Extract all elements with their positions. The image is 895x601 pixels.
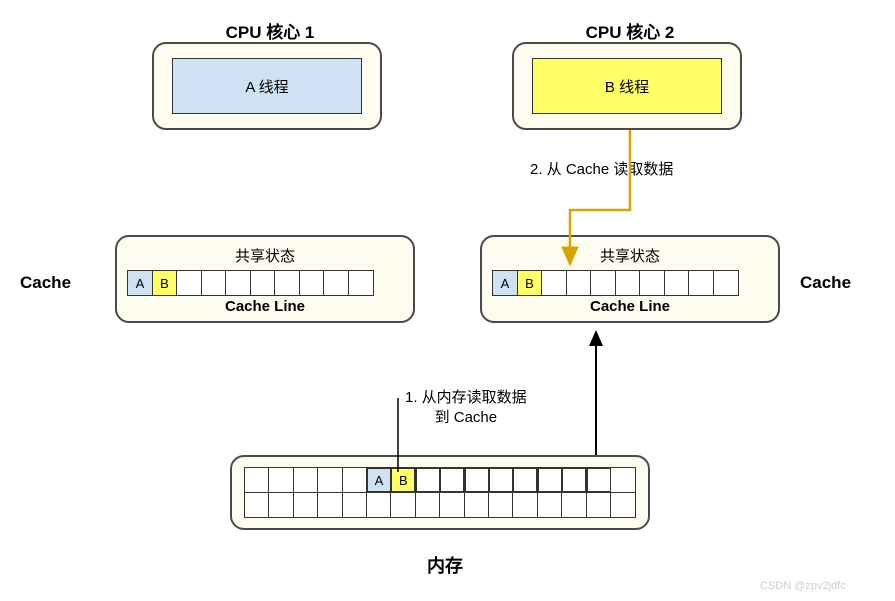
- cache-right-box: 共享状态 AB Cache Line: [480, 235, 780, 323]
- memory-cell: [244, 467, 270, 493]
- cache-right-state: 共享状态: [492, 245, 768, 266]
- cache-cell: B: [152, 270, 178, 296]
- watermark: CSDN @zpv2jdfc: [760, 580, 846, 592]
- cache-label-right: Cache: [800, 273, 851, 293]
- thread-b-box: B 线程: [532, 58, 722, 114]
- memory-cell: [488, 467, 514, 493]
- memory-label: 内存: [395, 552, 495, 578]
- memory-row-2: [244, 492, 636, 518]
- step1-line2: 到 Cache: [435, 409, 498, 426]
- cache-right-line-label: Cache Line: [492, 298, 768, 315]
- cache-left-box: 共享状态 AB Cache Line: [115, 235, 415, 323]
- step2-text: 2. 从 Cache 读取数据: [530, 160, 673, 180]
- memory-cell: [537, 467, 563, 493]
- memory-cell: [293, 492, 319, 518]
- memory-cell: [439, 492, 465, 518]
- memory-cell: [610, 492, 636, 518]
- memory-cell: [342, 467, 368, 493]
- memory-cell: [366, 492, 392, 518]
- memory-cell: [488, 492, 514, 518]
- memory-cell: [268, 467, 294, 493]
- cache-cell: [176, 270, 202, 296]
- memory-cell: [244, 492, 270, 518]
- cache-cell: [590, 270, 616, 296]
- cache-cell: [566, 270, 592, 296]
- cache-left-line-label: Cache Line: [127, 298, 403, 315]
- memory-cell: [464, 492, 490, 518]
- step1-text: 1. 从内存读取数据 到 Cache: [405, 388, 527, 429]
- memory-cell: [415, 467, 441, 493]
- cache-cell: [541, 270, 567, 296]
- memory-cell: [512, 492, 538, 518]
- cpu1-box: A 线程: [152, 42, 382, 130]
- memory-cell: [342, 492, 368, 518]
- cache-cell: A: [492, 270, 518, 296]
- cache-cell: [664, 270, 690, 296]
- cache-cell: [274, 270, 300, 296]
- memory-cell: [293, 467, 319, 493]
- thread-b-label: B 线程: [605, 76, 649, 97]
- cache-cell: [713, 270, 739, 296]
- memory-cell: [317, 467, 343, 493]
- cpu2-title: CPU 核心 2: [540, 18, 720, 43]
- memory-row-1: AB: [244, 467, 636, 493]
- cache-cell: [299, 270, 325, 296]
- cache-left-state: 共享状态: [127, 245, 403, 266]
- cache-cell: [688, 270, 714, 296]
- memory-cell: [512, 467, 538, 493]
- cache-cell: [348, 270, 374, 296]
- memory-cell: [439, 467, 465, 493]
- cache-cell: [615, 270, 641, 296]
- memory-cell: A: [366, 467, 392, 493]
- memory-cell: [268, 492, 294, 518]
- cache-cell: [323, 270, 349, 296]
- memory-cell: [390, 492, 416, 518]
- cache-cell: [225, 270, 251, 296]
- cache-cell: [639, 270, 665, 296]
- memory-cell: [561, 467, 587, 493]
- memory-cell: [537, 492, 563, 518]
- memory-cell: [317, 492, 343, 518]
- memory-cell: [586, 467, 612, 493]
- memory-cell: [610, 467, 636, 493]
- thread-a-box: A 线程: [172, 58, 362, 114]
- memory-cell: [415, 492, 441, 518]
- cache-right-cells: AB: [492, 270, 768, 296]
- memory-cell: [464, 467, 490, 493]
- cache-cell: A: [127, 270, 153, 296]
- memory-cell: B: [390, 467, 416, 493]
- thread-a-label: A 线程: [245, 76, 288, 97]
- memory-cell: [586, 492, 612, 518]
- cache-cell: [201, 270, 227, 296]
- cpu1-title: CPU 核心 1: [180, 18, 360, 43]
- cpu2-box: B 线程: [512, 42, 742, 130]
- memory-cell: [561, 492, 587, 518]
- cache-cell: [250, 270, 276, 296]
- step1-line1: 1. 从内存读取数据: [405, 389, 527, 406]
- cache-label-left: Cache: [20, 273, 71, 293]
- cache-left-cells: AB: [127, 270, 403, 296]
- memory-box: AB: [230, 455, 650, 530]
- cache-cell: B: [517, 270, 543, 296]
